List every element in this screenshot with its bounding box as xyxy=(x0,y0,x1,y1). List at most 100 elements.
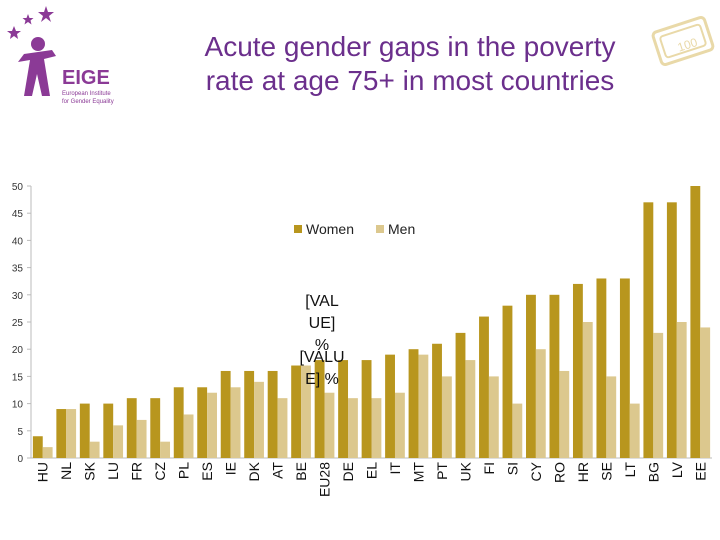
bar-women-se xyxy=(596,278,607,458)
category-label: MT xyxy=(410,462,426,483)
stamp-label: 100 xyxy=(676,35,700,55)
bar-men-de xyxy=(348,398,358,458)
category-label: CZ xyxy=(152,462,168,481)
bar-women-ie xyxy=(220,370,231,458)
bar-men-hu xyxy=(42,447,53,458)
bar-women-hr xyxy=(572,283,583,458)
bar-women-si xyxy=(502,305,513,458)
category-label: EU28 xyxy=(317,462,333,497)
category-label: UK xyxy=(457,461,473,481)
bar-men-cy xyxy=(535,349,546,458)
y-tick-label: 35 xyxy=(12,264,24,275)
y-tick-label: 15 xyxy=(12,372,24,383)
bar-men-eu28 xyxy=(324,392,335,458)
y-tick-label: 40 xyxy=(12,236,24,247)
logo-subtitle-line2: for Gender Equality xyxy=(62,99,114,105)
bar-women-cy xyxy=(526,294,536,458)
bar-women-fr xyxy=(126,398,137,458)
bar-women-nl xyxy=(56,409,67,458)
category-label: FI xyxy=(481,462,497,474)
bar-men-pt xyxy=(441,376,452,458)
bar-men-ie xyxy=(230,387,241,458)
legend-label-men: Men xyxy=(388,221,415,237)
bar-men-dk xyxy=(254,381,264,458)
bar-women-hu xyxy=(32,436,43,458)
data-label-placeholder-line: UE] xyxy=(309,315,336,332)
category-label: ES xyxy=(199,462,215,481)
page-title: Acute gender gaps in the poverty rate at… xyxy=(120,30,700,98)
eige-logo: EIGE European Institute for Gender Equal… xyxy=(4,4,124,114)
bar-men-pl xyxy=(183,414,194,458)
category-label: HR xyxy=(575,462,591,482)
bar-women-ee xyxy=(690,186,701,458)
category-label: BG xyxy=(645,462,661,482)
y-tick-label: 20 xyxy=(12,345,24,356)
bar-women-mt xyxy=(408,349,419,458)
bar-women-dk xyxy=(244,370,255,458)
bar-women-be xyxy=(291,365,302,458)
bar-men-be xyxy=(301,365,311,458)
y-tick-label: 25 xyxy=(12,318,24,329)
bar-men-lu xyxy=(113,425,124,458)
bar-men-si xyxy=(512,403,523,458)
bar-men-fi xyxy=(488,376,499,458)
figure-icon xyxy=(18,37,56,96)
bar-women-at xyxy=(267,370,278,458)
title-line2: rate at age 75+ in most countries xyxy=(205,65,615,96)
bar-men-lv xyxy=(676,322,687,458)
bar-men-bg xyxy=(653,332,664,458)
title-line1: Acute gender gaps in the poverty xyxy=(204,31,616,62)
bar-women-cz xyxy=(150,398,161,458)
category-label: LV xyxy=(669,461,685,478)
y-tick-label: 5 xyxy=(17,427,23,438)
bar-men-mt xyxy=(418,354,429,458)
bar-women-bg xyxy=(643,202,654,458)
category-label: IT xyxy=(387,462,403,475)
category-label: IE xyxy=(223,462,239,475)
category-label: EE xyxy=(692,462,708,481)
category-label: BE xyxy=(293,462,309,481)
bar-men-se xyxy=(606,376,617,458)
category-label: LT xyxy=(622,462,638,478)
legend-swatch-women xyxy=(294,225,302,233)
bar-men-it xyxy=(394,392,405,458)
bar-men-el xyxy=(371,398,382,458)
bar-women-el xyxy=(361,360,372,458)
category-label: SE xyxy=(598,462,614,481)
category-label: EL xyxy=(364,462,380,479)
legend-swatch-men xyxy=(376,225,384,233)
logo-subtitle-line1: European Institute xyxy=(62,91,111,97)
legend: Women Men xyxy=(294,221,415,237)
category-label: NL xyxy=(58,462,74,480)
bar-women-pl xyxy=(173,387,184,458)
category-label: PT xyxy=(434,462,450,480)
bar-women-lu xyxy=(103,403,114,458)
y-tick-label: 10 xyxy=(12,400,24,411)
bar-men-uk xyxy=(465,360,476,458)
bar-men-ro xyxy=(559,370,570,458)
category-label: DK xyxy=(246,461,262,481)
bar-women-pt xyxy=(432,343,442,458)
y-tick-label: 30 xyxy=(12,291,24,302)
bar-men-cz xyxy=(160,441,171,458)
bar-women-eu28 xyxy=(314,360,325,458)
bar-men-hr xyxy=(582,322,593,458)
bar-men-sk xyxy=(89,441,100,458)
category-label: CY xyxy=(528,461,544,481)
bar-women-lt xyxy=(619,278,630,458)
bar-women-sk xyxy=(79,403,90,458)
category-label: PL xyxy=(176,462,192,479)
bar-women-es xyxy=(197,387,208,458)
y-tick-label: 50 xyxy=(12,182,24,193)
category-label: LU xyxy=(105,462,121,480)
y-tick-label: 0 xyxy=(17,454,23,465)
logo-wordmark: EIGE xyxy=(62,67,110,89)
category-label: RO xyxy=(551,462,567,483)
bar-men-es xyxy=(207,392,217,458)
data-label-placeholder-line: [VALU xyxy=(299,349,344,366)
bar-women-lv xyxy=(666,202,677,458)
data-label-placeholder-line: % xyxy=(315,337,329,354)
star-icon xyxy=(7,6,54,39)
stamp-icon: 100 xyxy=(648,10,718,72)
